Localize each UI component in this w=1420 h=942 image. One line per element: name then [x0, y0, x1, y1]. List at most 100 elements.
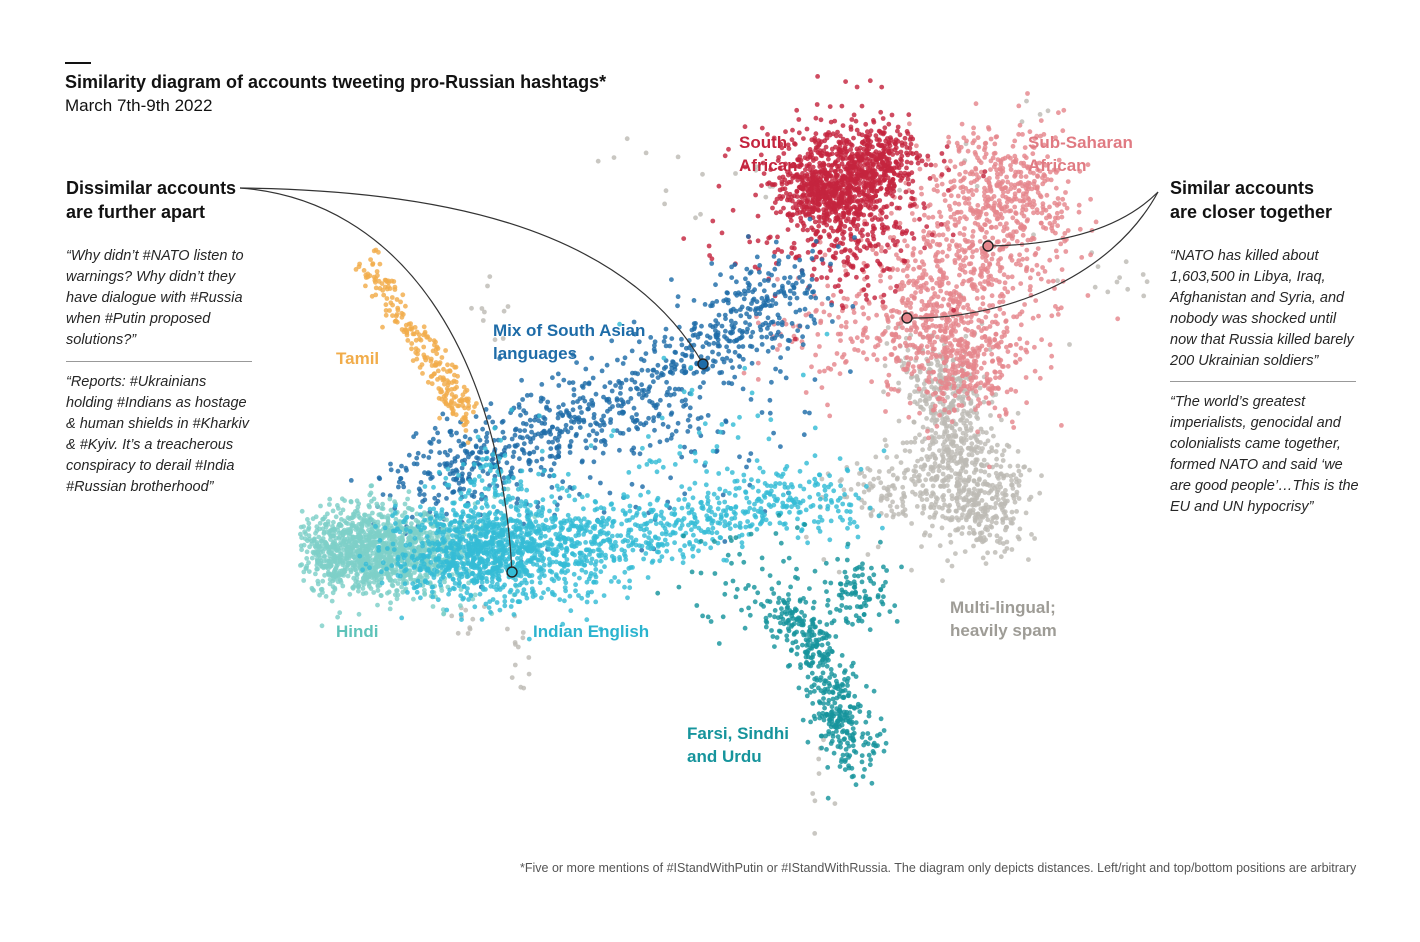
- point-1087: [1077, 168, 1083, 174]
- point-4204: [604, 362, 610, 368]
- point-4331: [776, 258, 782, 264]
- point-3435: [808, 186, 814, 192]
- point-4384: [638, 421, 643, 426]
- point-1776: [952, 222, 958, 228]
- point-304: [941, 493, 946, 498]
- point-2103: [988, 158, 994, 164]
- point-3302: [816, 219, 822, 224]
- point-866: [862, 474, 867, 479]
- point-3704: [925, 153, 931, 159]
- point-341: [994, 533, 1000, 539]
- point-4319: [717, 343, 722, 349]
- point-756: [928, 493, 934, 499]
- point-3212: [854, 84, 860, 90]
- point-2517: [865, 283, 871, 288]
- point-1372: [958, 262, 964, 268]
- point-3626: [852, 160, 858, 166]
- point-4496: [683, 345, 689, 351]
- point-4120: [522, 428, 528, 433]
- point-1584: [971, 131, 976, 136]
- point-4494: [568, 425, 574, 431]
- point-3442: [893, 219, 899, 225]
- point-4076: [440, 411, 446, 417]
- point-2199: [880, 303, 886, 309]
- point-1723: [1017, 252, 1022, 258]
- point-1542: [1062, 231, 1068, 236]
- point-3767: [855, 188, 861, 194]
- point-4192: [725, 297, 731, 303]
- point-1556: [911, 278, 916, 284]
- point-4355: [464, 449, 470, 455]
- point-2173: [934, 280, 939, 286]
- point-4579: [613, 383, 618, 388]
- point-2245: [1023, 207, 1029, 213]
- point-9: [700, 171, 705, 177]
- point-2223: [1016, 103, 1022, 109]
- point-435: [940, 459, 945, 465]
- point-3723: [864, 221, 870, 227]
- point-431: [918, 404, 924, 410]
- point-4339: [618, 430, 623, 436]
- point-3396: [939, 172, 945, 177]
- point-4351: [807, 283, 813, 289]
- point-2241: [1012, 191, 1018, 197]
- point-189: [948, 539, 954, 545]
- point-1307: [984, 217, 990, 223]
- point-2353: [861, 350, 866, 356]
- point-2285: [989, 196, 994, 202]
- point-3721: [710, 218, 716, 224]
- point-3304: [828, 203, 833, 209]
- point-3702: [816, 138, 822, 144]
- point-2576: [815, 74, 820, 79]
- point-723: [974, 493, 980, 498]
- point-1775: [939, 303, 945, 309]
- point-2275: [925, 302, 930, 308]
- point-461: [949, 493, 955, 498]
- point-4122: [429, 474, 435, 480]
- point-141: [920, 447, 925, 453]
- point-2796: [853, 118, 859, 124]
- point-3541: [868, 162, 874, 167]
- point-1444: [965, 148, 971, 154]
- point-1276: [995, 356, 1001, 361]
- point-1341: [1038, 118, 1044, 123]
- point-4958: [425, 355, 430, 360]
- point-2560: [873, 133, 879, 139]
- point-2168: [929, 317, 934, 322]
- point-282: [981, 399, 987, 405]
- point-2236: [993, 319, 998, 325]
- point-1116: [956, 219, 961, 225]
- point-4714: [591, 459, 597, 465]
- point-4019: [744, 311, 749, 317]
- point-1347: [931, 330, 937, 335]
- point-657: [941, 446, 947, 452]
- point-754: [945, 433, 951, 439]
- point-3593: [886, 156, 892, 162]
- point-4565: [641, 388, 647, 393]
- point-4236: [428, 449, 434, 454]
- point-3683: [764, 240, 770, 246]
- point-3768: [941, 158, 947, 164]
- point-2086: [929, 296, 934, 301]
- point-941: [954, 515, 960, 521]
- point-3750: [951, 307, 956, 313]
- point-1518: [947, 243, 952, 249]
- point-4303: [461, 442, 467, 448]
- point-462: [963, 437, 969, 443]
- point-3666: [922, 205, 927, 211]
- point-3685: [890, 168, 896, 174]
- point-92: [912, 439, 918, 445]
- point-768: [949, 515, 955, 520]
- point-3932: [809, 256, 815, 261]
- point-1412: [1047, 169, 1053, 175]
- point-3603: [854, 168, 859, 174]
- point-4690: [722, 539, 728, 544]
- point-4745: [567, 443, 573, 448]
- point-4972: [380, 287, 386, 293]
- point-3308: [856, 131, 862, 137]
- point-1709: [1001, 238, 1007, 243]
- point-1835: [987, 261, 992, 266]
- point-1399: [855, 348, 861, 353]
- point-4860: [444, 369, 450, 374]
- point-3586: [819, 275, 824, 280]
